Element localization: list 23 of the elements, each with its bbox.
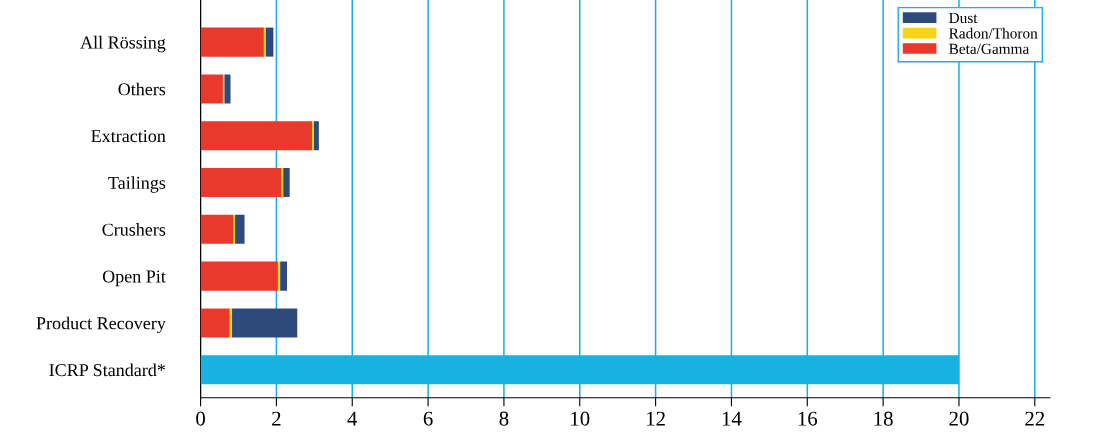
x-tick-label: 0 (196, 411, 205, 426)
x-tick-label: 8 (499, 411, 509, 426)
x-tick-label: 2 (272, 411, 281, 426)
y-tick-label: Extraction (91, 130, 166, 143)
y-tick-label: All Rössing (80, 35, 166, 53)
x-tick-label: 6 (423, 411, 433, 426)
y-tick-label: Crushers (102, 223, 166, 236)
x-tick-label: 12 (647, 411, 665, 426)
y-tick-label: ICRP Standard* (49, 363, 165, 377)
x-tick-label: 16 (798, 411, 818, 426)
x-tick-label: 10 (571, 411, 590, 426)
x-tick-label: 18 (874, 411, 893, 426)
y-tick-label: Tailings (108, 176, 166, 193)
y-tick-label: Others (118, 82, 166, 96)
y-tick-label: Open Pit (102, 270, 166, 287)
x-tick-label: 14 (722, 411, 742, 426)
legend-label: Beta/Gamma (949, 43, 1030, 55)
legend-label: Radon/Thoron (949, 27, 1038, 39)
x-tick-label: 4 (347, 411, 358, 426)
y-tick-label: Product Recovery (36, 316, 166, 334)
x-tick-label: 20 (949, 411, 969, 426)
legend-label: Dust (949, 12, 978, 24)
x-tick-label: 22 (1025, 411, 1045, 426)
